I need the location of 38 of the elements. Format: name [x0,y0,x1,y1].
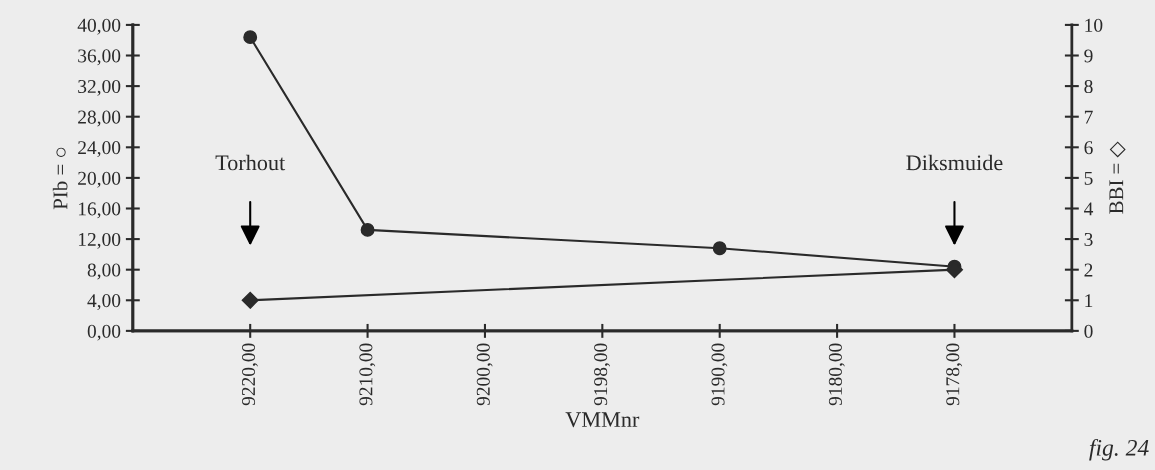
y-tick-label: 24,00 [78,141,121,158]
y-tick-label: 12,00 [78,232,121,249]
x-tick-label: 9178,00 [946,343,963,406]
y2-tick-label: 7 [1084,110,1093,124]
point [243,30,258,45]
y2-axis-title: BBI = ◇ [1109,141,1126,214]
y2-tick-label: 6 [1084,141,1093,155]
y-tick-label: 16,00 [78,202,121,219]
annotation: Diksmuide [906,154,1003,171]
y-axis-title: PIb = ○ [52,147,68,210]
x-tick-label: 9220,00 [241,343,258,406]
y2-tick-label: 10 [1085,18,1103,32]
y-tick-label: 36,00 [78,49,121,66]
x-tick-label: 9190,00 [711,343,728,406]
point [360,222,375,237]
annotation: Torhout [215,154,286,171]
y2-tick-label: 2 [1084,263,1093,277]
y-tick-label: 4,00 [87,294,121,311]
y2-tick-label: 1 [1085,294,1093,308]
y2-tick-label: 3 [1084,232,1093,247]
y-tick-label: 20,00 [78,171,121,188]
point [712,241,727,256]
x-tick-label: 9200,00 [476,343,493,406]
y-tick-label: 0,00 [87,324,121,341]
x-tick-label: 9198,00 [594,343,610,406]
caption: fig. 24 [1089,438,1149,461]
y2-tick-label: 5 [1084,171,1093,185]
y2-tick-label: 4 [1084,202,1094,216]
y-tick-label: 8,00 [87,263,121,280]
y2-tick-label: 8 [1084,79,1093,94]
x-axis-title: VMMnr [565,412,640,428]
y-tick-label: 32,00 [78,79,121,96]
y-tick-label: 28,00 [78,110,121,127]
y-tick-label: 40,00 [77,18,121,35]
y2-tick-label: 9 [1084,49,1093,63]
y2-tick-label: 0 [1084,324,1093,338]
x-tick-label: 9210,00 [359,343,376,406]
x-tick-label: 9180,00 [828,343,845,406]
